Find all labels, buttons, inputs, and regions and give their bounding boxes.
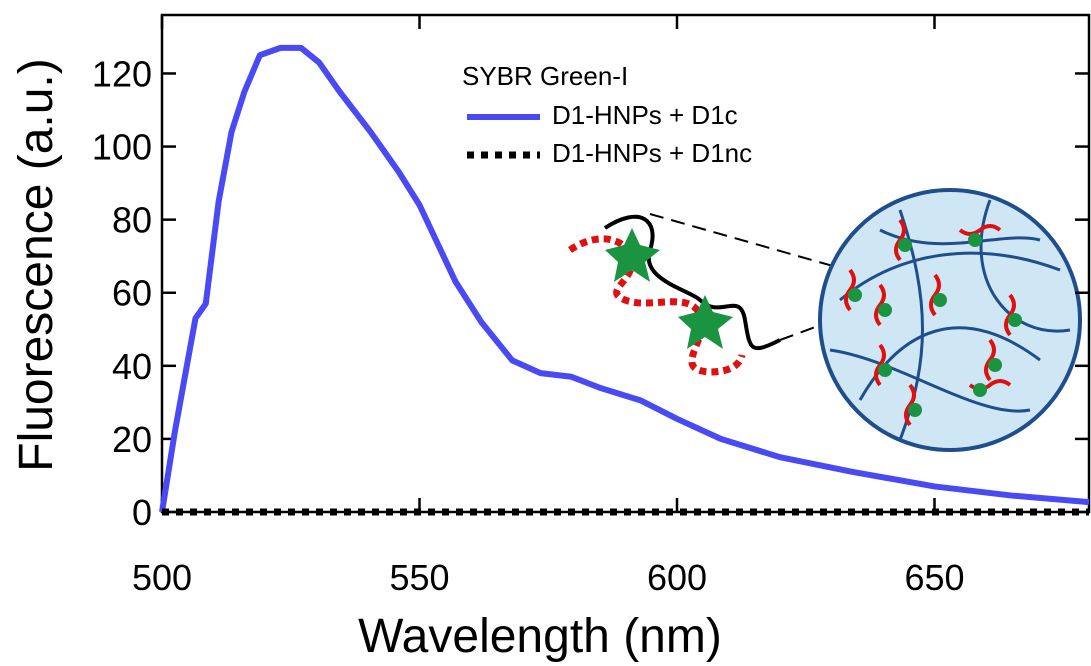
legend-label: D1-HNPs + D1c [552,100,738,130]
x-axis-label: Wavelength (nm) [358,610,722,663]
x-tick-label: 600 [647,557,707,598]
y-tick-label: 60 [112,273,152,314]
y-tick-label: 100 [92,127,152,168]
y-tick-label: 80 [112,200,152,241]
y-axis-label: Fluorescence (a.u.) [10,58,63,472]
y-tick-label: 20 [112,419,152,460]
x-tick-label: 500 [132,557,192,598]
y-tick-label: 120 [92,53,152,94]
legend-title: SYBR Green-I [462,61,628,91]
x-tick-label: 650 [904,557,964,598]
legend-label: D1-HNPs + D1nc [552,138,752,168]
x-tick-label: 550 [389,557,449,598]
series-line [159,44,1090,513]
y-tick-label: 40 [112,346,152,387]
illustration [568,188,1082,452]
y-tick-label: 0 [132,492,152,533]
